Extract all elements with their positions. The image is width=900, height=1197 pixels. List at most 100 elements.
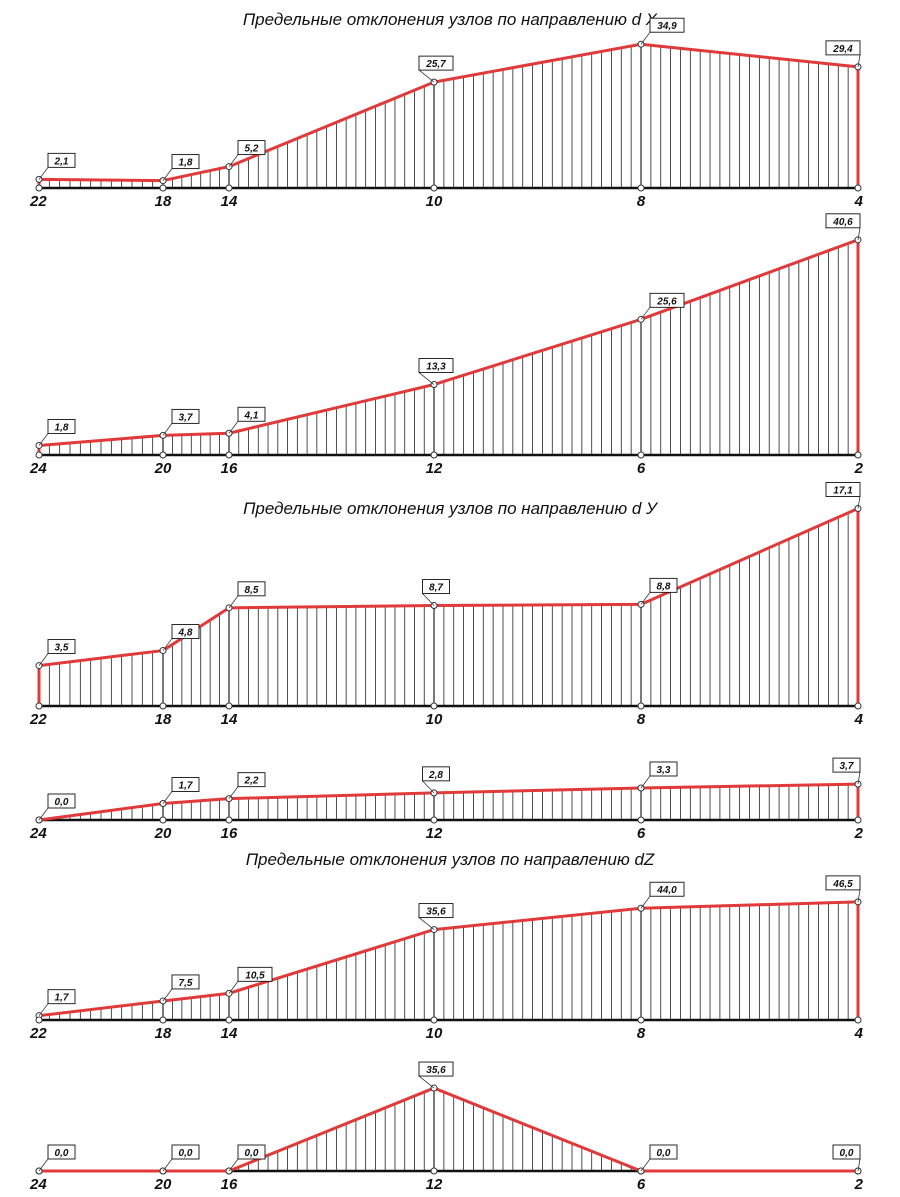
svg-text:35,6: 35,6 xyxy=(426,907,446,918)
svg-text:1,7: 1,7 xyxy=(179,781,193,792)
series-line xyxy=(38,238,859,447)
baseline-node xyxy=(35,451,43,459)
data-label: 2,2 xyxy=(228,772,266,799)
data-label: 8,5 xyxy=(228,581,266,609)
tick-label: 20 xyxy=(154,460,172,477)
data-label: 35,6 xyxy=(418,1061,454,1089)
baseline-node xyxy=(854,702,862,710)
chart-panel-5: Предельные отклонения узлов по направлен… xyxy=(29,850,864,1042)
data-label: 40,6 xyxy=(825,213,861,240)
baseline-node xyxy=(854,1016,862,1024)
tick-label: 16 xyxy=(221,825,238,842)
data-label: 0,0 xyxy=(162,1144,200,1172)
baseline-node xyxy=(159,451,167,459)
tick-label: 14 xyxy=(221,1025,238,1042)
hatch-lines xyxy=(48,243,849,455)
data-label: 7,5 xyxy=(162,974,200,1002)
tick-label: 12 xyxy=(426,460,443,477)
tick-label: 22 xyxy=(29,1025,47,1042)
svg-text:25,7: 25,7 xyxy=(425,59,446,70)
tick-label: 6 xyxy=(637,460,646,477)
svg-text:25,6: 25,6 xyxy=(656,296,677,307)
svg-text:2,2: 2,2 xyxy=(244,776,259,787)
data-label: 46,5 xyxy=(825,875,861,902)
hatch-lines xyxy=(238,1092,632,1171)
data-label: 25,6 xyxy=(640,292,685,320)
tick-label: 4 xyxy=(854,1025,864,1042)
svg-text:5,2: 5,2 xyxy=(245,144,259,155)
svg-text:8,7: 8,7 xyxy=(429,583,443,594)
tick-label: 6 xyxy=(637,825,646,842)
hatch-lines xyxy=(48,902,849,1020)
svg-text:0,0: 0,0 xyxy=(179,1148,193,1159)
data-label: 0,0 xyxy=(38,793,76,821)
tick-label: 20 xyxy=(154,1176,172,1193)
chart-panel-3: Предельные отклонения узлов по направлен… xyxy=(29,482,864,728)
svg-text:2,1: 2,1 xyxy=(54,156,69,167)
data-label: 5,2 xyxy=(228,140,266,167)
svg-text:0,0: 0,0 xyxy=(55,1148,69,1159)
data-label: 10,5 xyxy=(228,966,273,994)
tick-label: 12 xyxy=(426,1176,443,1193)
baseline-node xyxy=(854,451,862,459)
svg-text:3,5: 3,5 xyxy=(55,643,69,654)
svg-text:7,5: 7,5 xyxy=(179,978,193,989)
tick-label: 24 xyxy=(29,460,47,477)
baseline-node xyxy=(430,1167,438,1175)
svg-text:0,0: 0,0 xyxy=(657,1148,671,1159)
data-label: 13,3 xyxy=(418,358,454,385)
svg-text:34,9: 34,9 xyxy=(657,21,677,32)
hatch-lines xyxy=(48,784,849,820)
series-line xyxy=(38,42,859,183)
data-label: 0,0 xyxy=(228,1144,266,1172)
data-label: 0,0 xyxy=(640,1144,678,1172)
svg-text:46,5: 46,5 xyxy=(832,879,853,890)
tick-label: 6 xyxy=(637,1176,646,1193)
baseline-node xyxy=(854,816,862,824)
svg-text:1,8: 1,8 xyxy=(179,158,193,169)
chart-title: Предельные отклонения узлов по направлен… xyxy=(246,850,655,869)
svg-text:29,4: 29,4 xyxy=(832,44,853,55)
svg-text:3,7: 3,7 xyxy=(840,761,854,772)
baseline-node xyxy=(159,816,167,824)
svg-text:8,8: 8,8 xyxy=(657,581,671,592)
series-line xyxy=(39,1086,858,1173)
tick-label: 2 xyxy=(854,1176,864,1193)
tick-label: 18 xyxy=(155,711,172,728)
svg-text:4,1: 4,1 xyxy=(244,410,259,421)
svg-text:4,8: 4,8 xyxy=(178,628,193,639)
baseline-node xyxy=(225,451,233,459)
data-label: 3,7 xyxy=(832,757,861,785)
chart-panel-6: 24 20 16 12 6 2 0,0 0,0 0,0 35,6 0,0 0,0 xyxy=(29,1061,864,1193)
tick-label: 2 xyxy=(854,825,864,842)
data-label: 8,7 xyxy=(422,579,450,606)
tick-label: 10 xyxy=(426,711,443,728)
data-label: 3,7 xyxy=(162,408,200,436)
tick-label: 8 xyxy=(637,1025,646,1042)
tick-label: 4 xyxy=(854,193,864,210)
chart-panel-4: 24 20 16 12 6 2 0,0 1,7 2,2 2,8 3,3 3,7 xyxy=(29,757,864,842)
tick-label: 24 xyxy=(29,825,47,842)
chart-title: Предельные отклонения узлов по направлен… xyxy=(243,499,659,518)
svg-text:3,3: 3,3 xyxy=(657,765,671,776)
svg-text:13,3: 13,3 xyxy=(426,362,446,373)
svg-text:2,8: 2,8 xyxy=(428,770,443,781)
data-label: 17,1 xyxy=(825,482,861,509)
baseline-node xyxy=(637,702,645,710)
data-label: 34,9 xyxy=(640,17,685,45)
baseline-node xyxy=(35,1016,43,1024)
tick-label: 18 xyxy=(155,1025,172,1042)
data-label: 25,7 xyxy=(418,55,454,83)
chart-title: Предельные отклонения узлов по направлен… xyxy=(243,10,658,29)
series-line xyxy=(38,900,859,1018)
svg-text:3,7: 3,7 xyxy=(179,412,193,423)
hatch-lines xyxy=(48,45,849,188)
chart-panel-1: Предельные отклонения узлов по направлен… xyxy=(29,10,864,210)
baseline-node xyxy=(159,184,167,192)
data-label: 3,5 xyxy=(38,639,76,666)
data-label: 0,0 xyxy=(832,1144,861,1172)
data-label: 3,3 xyxy=(640,761,678,789)
data-label: 0,0 xyxy=(38,1144,76,1172)
data-label: 29,4 xyxy=(825,40,861,67)
